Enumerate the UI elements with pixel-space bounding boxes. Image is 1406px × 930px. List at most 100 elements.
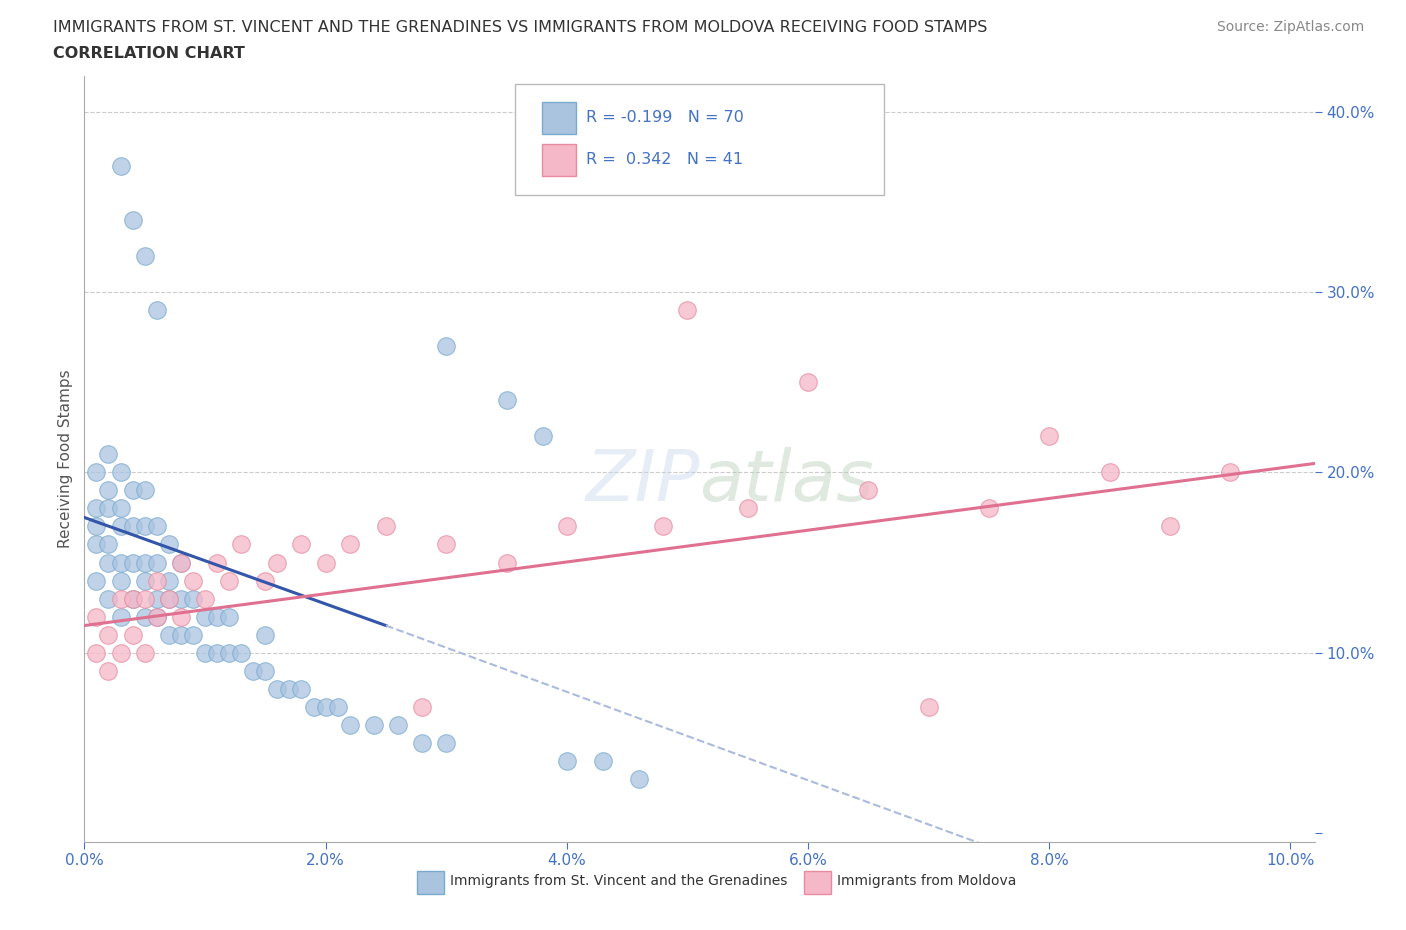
- Point: [157, 627, 180, 642]
- Point: [110, 519, 132, 534]
- Text: R = -0.199   N = 70: R = -0.199 N = 70: [586, 110, 744, 126]
- Point: [170, 609, 193, 624]
- Point: [121, 519, 143, 534]
- Point: [315, 555, 337, 570]
- Y-axis label: Receiving Food Stamps: Receiving Food Stamps: [58, 369, 73, 549]
- Point: [205, 555, 228, 570]
- Point: [194, 591, 217, 606]
- Point: [170, 555, 193, 570]
- FancyBboxPatch shape: [543, 101, 576, 134]
- Point: [110, 573, 132, 588]
- Point: [1219, 465, 1241, 480]
- Point: [194, 645, 217, 660]
- Point: [266, 555, 288, 570]
- Point: [592, 753, 614, 768]
- Point: [86, 645, 108, 660]
- Point: [181, 573, 204, 588]
- Point: [231, 537, 253, 551]
- Point: [495, 393, 517, 408]
- Point: [254, 663, 277, 678]
- Point: [170, 555, 193, 570]
- Point: [134, 645, 156, 660]
- Point: [134, 555, 156, 570]
- Point: [110, 645, 132, 660]
- Text: Immigrants from St. Vincent and the Grenadines: Immigrants from St. Vincent and the Gren…: [450, 874, 787, 888]
- Text: atlas: atlas: [700, 447, 875, 516]
- Point: [145, 555, 167, 570]
- Point: [157, 591, 180, 606]
- Point: [145, 609, 167, 624]
- Point: [737, 501, 759, 516]
- Point: [1098, 465, 1121, 480]
- Point: [254, 573, 277, 588]
- Text: ZIP: ZIP: [585, 447, 700, 516]
- Point: [97, 555, 120, 570]
- Point: [205, 609, 228, 624]
- Point: [86, 537, 108, 551]
- Point: [134, 249, 156, 264]
- Point: [134, 591, 156, 606]
- Point: [254, 627, 277, 642]
- Point: [134, 573, 156, 588]
- Point: [97, 447, 120, 462]
- Point: [278, 681, 301, 696]
- Point: [434, 339, 457, 353]
- Point: [97, 627, 120, 642]
- Point: [231, 645, 253, 660]
- Point: [218, 645, 240, 660]
- Point: [374, 519, 396, 534]
- Point: [86, 501, 108, 516]
- Point: [134, 609, 156, 624]
- FancyBboxPatch shape: [543, 143, 576, 176]
- Point: [797, 375, 820, 390]
- Point: [145, 519, 167, 534]
- Point: [290, 681, 312, 696]
- Point: [86, 519, 108, 534]
- Point: [145, 573, 167, 588]
- Point: [97, 537, 120, 551]
- Point: [181, 627, 204, 642]
- Point: [134, 519, 156, 534]
- Point: [97, 501, 120, 516]
- Point: [194, 609, 217, 624]
- Point: [181, 591, 204, 606]
- Text: IMMIGRANTS FROM ST. VINCENT AND THE GRENADINES VS IMMIGRANTS FROM MOLDOVA RECEIV: IMMIGRANTS FROM ST. VINCENT AND THE GREN…: [53, 20, 988, 35]
- Point: [387, 717, 409, 732]
- Point: [266, 681, 288, 696]
- Point: [86, 465, 108, 480]
- FancyBboxPatch shape: [804, 870, 831, 894]
- Point: [555, 519, 578, 534]
- Point: [86, 573, 108, 588]
- Point: [170, 627, 193, 642]
- FancyBboxPatch shape: [515, 84, 884, 195]
- Point: [858, 483, 880, 498]
- Point: [170, 591, 193, 606]
- Point: [326, 699, 349, 714]
- Point: [157, 537, 180, 551]
- Point: [121, 627, 143, 642]
- Point: [145, 591, 167, 606]
- Point: [411, 699, 433, 714]
- Text: Immigrants from Moldova: Immigrants from Moldova: [838, 874, 1017, 888]
- Point: [302, 699, 325, 714]
- Point: [290, 537, 312, 551]
- Point: [110, 465, 132, 480]
- Point: [157, 573, 180, 588]
- Point: [110, 555, 132, 570]
- Point: [555, 753, 578, 768]
- Point: [1038, 429, 1060, 444]
- Point: [1159, 519, 1181, 534]
- Point: [977, 501, 1000, 516]
- Point: [652, 519, 675, 534]
- Point: [218, 609, 240, 624]
- Point: [242, 663, 264, 678]
- Point: [157, 591, 180, 606]
- Text: Source: ZipAtlas.com: Source: ZipAtlas.com: [1216, 20, 1364, 34]
- Point: [434, 537, 457, 551]
- Point: [121, 555, 143, 570]
- Point: [676, 303, 699, 318]
- Point: [97, 663, 120, 678]
- Point: [205, 645, 228, 660]
- Point: [363, 717, 385, 732]
- Point: [339, 717, 361, 732]
